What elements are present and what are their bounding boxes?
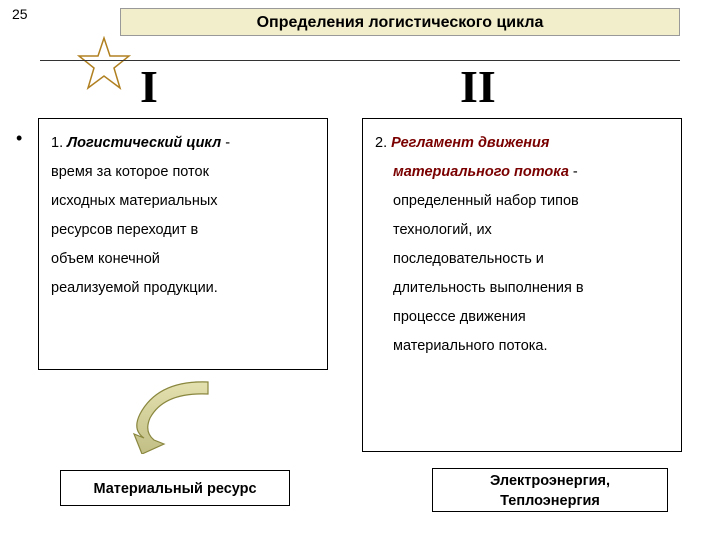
definition-box-left: 1. Логистический цикл - время за которое… <box>38 118 328 370</box>
right-line2: материального потока - <box>375 158 669 187</box>
left-lead-term: Логистический цикл <box>67 135 221 151</box>
right-line8: материального потока. <box>375 332 669 361</box>
left-line2: время за которое поток <box>51 158 315 187</box>
bottom-right-line1: Электроэнергия, <box>433 471 667 491</box>
right-line2-dash: - <box>569 164 578 180</box>
left-lead-dash: - <box>221 135 230 151</box>
roman-two: II <box>460 60 496 113</box>
left-lead-num: 1. <box>51 135 63 151</box>
bottom-right-box: Электроэнергия, Теплоэнергия <box>432 468 668 512</box>
bullet-icon: • <box>16 128 22 149</box>
right-line6: длительность выполнения в <box>375 274 669 303</box>
left-line5: объем конечной <box>51 245 315 274</box>
curved-arrow-icon <box>120 374 240 454</box>
bottom-left-box: Материальный ресурс <box>60 470 290 506</box>
right-lead-num: 2. <box>375 135 387 151</box>
title-banner: Определения логистического цикла <box>120 8 680 36</box>
right-line7: процессе движения <box>375 303 669 332</box>
right-line1: 2. Регламент движения <box>375 129 669 158</box>
horizontal-rule <box>40 60 680 61</box>
definition-box-right: 2. Регламент движения материального пото… <box>362 118 682 452</box>
right-line3: определенный набор типов <box>375 187 669 216</box>
right-line5: последовательность и <box>375 245 669 274</box>
left-line6: реализуемой продукции. <box>51 274 315 303</box>
right-line2-italic: материального потока <box>393 164 569 180</box>
star-icon <box>74 36 134 96</box>
page-number: 25 <box>12 6 28 22</box>
right-lead-term: Регламент движения <box>391 135 549 151</box>
roman-one: I <box>140 60 158 113</box>
left-line1: 1. Логистический цикл - <box>51 129 315 158</box>
right-line4: технологий, их <box>375 216 669 245</box>
left-line3: исходных материальных <box>51 187 315 216</box>
bottom-right-line2: Теплоэнергия <box>433 491 667 511</box>
left-line4: ресурсов переходит в <box>51 216 315 245</box>
